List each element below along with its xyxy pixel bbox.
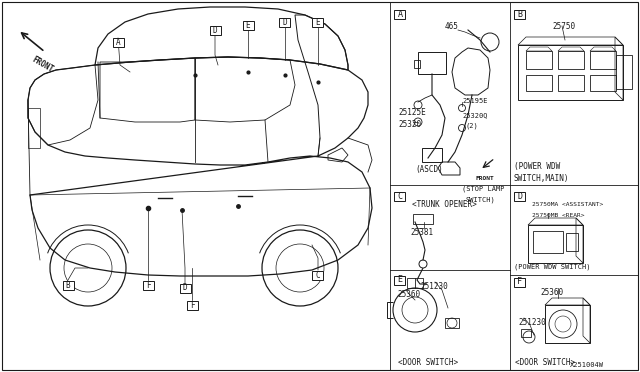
Text: 465: 465 [445, 22, 459, 31]
Bar [558, 75, 584, 91]
Text: 25195E: 25195E [462, 98, 488, 104]
Bar [28, 108, 40, 148]
Text: 25750MA <ASSISTANT>: 25750MA <ASSISTANT> [532, 202, 604, 207]
Text: F: F [146, 280, 150, 289]
Bar [558, 51, 584, 69]
Bar [414, 60, 420, 68]
Bar [545, 305, 590, 343]
Bar [280, 17, 291, 26]
Text: <DOOR SWITCH>: <DOOR SWITCH> [515, 358, 575, 367]
Bar [186, 301, 198, 310]
Bar [63, 280, 74, 289]
Bar [243, 20, 253, 29]
Bar [113, 38, 124, 46]
Text: 25381: 25381 [410, 228, 433, 237]
Text: 251230: 251230 [420, 282, 448, 291]
Bar [209, 26, 221, 35]
Bar [394, 276, 406, 285]
Bar [526, 75, 552, 91]
Text: (POWER WDW SWITCH): (POWER WDW SWITCH) [514, 264, 591, 270]
Bar [418, 52, 446, 74]
Text: 25320Q: 25320Q [462, 112, 488, 118]
Text: D: D [518, 192, 522, 201]
Text: 25360: 25360 [397, 290, 420, 299]
Text: B: B [518, 10, 522, 19]
Text: F: F [518, 278, 522, 286]
Bar [422, 148, 442, 162]
Bar [515, 10, 525, 19]
Text: A: A [116, 38, 120, 46]
Text: (2): (2) [466, 122, 479, 128]
Text: 25125E: 25125E [398, 108, 426, 117]
Text: C: C [316, 270, 320, 279]
Bar [521, 329, 531, 337]
Text: FRONT: FRONT [476, 176, 495, 181]
Text: (ASCD): (ASCD) [415, 165, 443, 174]
Bar [590, 75, 616, 91]
Text: 25750: 25750 [552, 22, 575, 31]
Text: 25750MB <REAR>: 25750MB <REAR> [532, 213, 584, 218]
Text: F: F [189, 301, 195, 310]
Text: 25320: 25320 [398, 120, 421, 129]
Text: D: D [182, 283, 188, 292]
Text: SWITCH): SWITCH) [466, 196, 496, 202]
Text: SWITCH,MAIN): SWITCH,MAIN) [514, 174, 570, 183]
Text: D: D [212, 26, 218, 35]
Text: FRONT: FRONT [30, 55, 54, 74]
Text: E: E [316, 17, 320, 26]
Text: B: B [66, 280, 70, 289]
Bar [143, 280, 154, 289]
Bar [312, 17, 323, 26]
Bar [394, 10, 406, 19]
Bar [407, 278, 423, 288]
Bar [616, 55, 632, 89]
Bar [518, 45, 623, 100]
Text: 251230: 251230 [518, 318, 546, 327]
Text: <DOOR SWITCH>: <DOOR SWITCH> [398, 358, 458, 367]
Text: X251004W: X251004W [570, 362, 604, 368]
Text: E: E [246, 20, 250, 29]
Text: C: C [397, 192, 403, 201]
Bar [515, 278, 525, 286]
Text: A: A [397, 10, 403, 19]
Bar [515, 192, 525, 201]
Text: D: D [283, 17, 287, 26]
Bar [312, 270, 323, 279]
Bar [590, 51, 616, 69]
Bar [566, 233, 578, 251]
Text: (STOP LAMP: (STOP LAMP [462, 185, 504, 192]
Text: 25360: 25360 [540, 288, 563, 297]
Bar [394, 192, 406, 201]
Bar [528, 225, 583, 263]
Bar [533, 231, 563, 253]
Text: <TRUNK OPENER>: <TRUNK OPENER> [412, 200, 477, 209]
Bar [445, 318, 459, 328]
Bar [179, 283, 191, 292]
Bar [526, 51, 552, 69]
Text: E: E [397, 276, 403, 285]
Bar [413, 214, 433, 224]
Text: (POWER WDW: (POWER WDW [514, 162, 560, 171]
